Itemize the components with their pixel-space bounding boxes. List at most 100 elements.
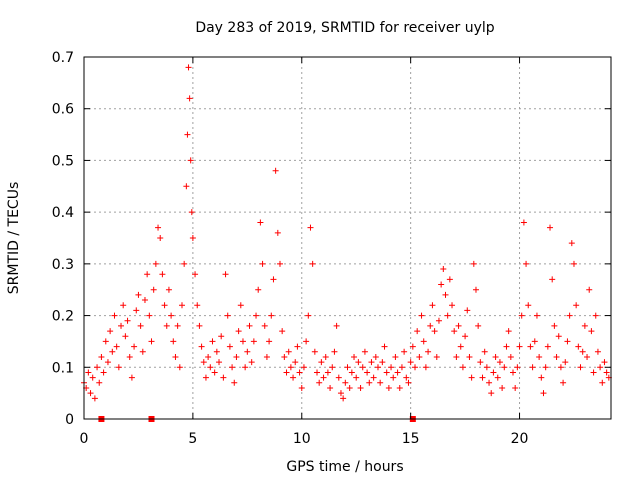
- data-point: [483, 364, 490, 371]
- data-point: [442, 291, 449, 298]
- data-point: [200, 359, 207, 366]
- data-point: [361, 348, 368, 355]
- data-point: [538, 374, 545, 381]
- data-point: [551, 322, 558, 329]
- data-point: [298, 384, 305, 391]
- data-point: [470, 260, 477, 267]
- data-point: [102, 338, 109, 345]
- data-point: [184, 131, 191, 138]
- data-point: [148, 338, 155, 345]
- y-tick-label: 0.4: [52, 205, 74, 221]
- data-point: [159, 271, 166, 278]
- data-point: [562, 359, 569, 366]
- data-point: [586, 286, 593, 293]
- data-point: [557, 364, 564, 371]
- data-point: [126, 353, 133, 360]
- data-point: [525, 302, 532, 309]
- data-point: [211, 369, 218, 376]
- x-tick-label: 20: [511, 431, 529, 447]
- data-point: [250, 338, 257, 345]
- data-point: [202, 374, 209, 381]
- data-point: [451, 328, 458, 335]
- data-point: [207, 364, 214, 371]
- data-point: [457, 343, 464, 350]
- data-point: [357, 384, 364, 391]
- data-point: [165, 286, 172, 293]
- data-point: [588, 328, 595, 335]
- data-point: [303, 338, 310, 345]
- data-point: [466, 353, 473, 360]
- data-point: [91, 395, 98, 402]
- data-point: [440, 266, 447, 273]
- data-point: [597, 364, 604, 371]
- data-point: [340, 395, 347, 402]
- data-point: [407, 359, 414, 366]
- data-point: [409, 343, 416, 350]
- data-point: [383, 369, 390, 376]
- x-tick-label: 15: [402, 431, 420, 447]
- data-point: [213, 348, 220, 355]
- y-tick-label: 0.1: [52, 360, 74, 376]
- data-point: [314, 369, 321, 376]
- data-point: [516, 343, 523, 350]
- data-point: [599, 379, 606, 386]
- data-point: [398, 364, 405, 371]
- y-tick-label: 0: [65, 412, 74, 428]
- data-point: [107, 328, 114, 335]
- data-point: [412, 364, 419, 371]
- data-point: [331, 348, 338, 355]
- data-point: [351, 353, 358, 360]
- data-point: [533, 312, 540, 319]
- data-point: [255, 286, 262, 293]
- data-point: [481, 348, 488, 355]
- data-point: [405, 379, 412, 386]
- data-point: [427, 322, 434, 329]
- data-point: [505, 328, 512, 335]
- data-point: [555, 333, 562, 340]
- chart-title: Day 283 of 2019, SRMTID for receiver uyl…: [195, 20, 494, 36]
- data-point: [542, 364, 549, 371]
- data-point: [342, 379, 349, 386]
- data-point: [209, 338, 216, 345]
- data-point: [124, 317, 131, 324]
- data-point: [296, 369, 303, 376]
- data-point: [163, 322, 170, 329]
- data-point: [490, 369, 497, 376]
- data-point: [172, 353, 179, 360]
- data-point: [220, 374, 227, 381]
- data-point: [309, 260, 316, 267]
- data-point: [492, 353, 499, 360]
- data-point: [385, 384, 392, 391]
- data-point: [257, 219, 264, 226]
- data-point: [422, 364, 429, 371]
- data-point: [270, 276, 277, 283]
- data-point: [531, 338, 538, 345]
- data-point: [122, 333, 129, 340]
- data-point: [229, 364, 236, 371]
- data-point: [390, 374, 397, 381]
- data-point: [170, 338, 177, 345]
- data-point: [244, 348, 251, 355]
- y-tick-label: 0.2: [52, 309, 74, 325]
- data-point: [529, 364, 536, 371]
- data-point: [96, 379, 103, 386]
- data-point: [455, 322, 462, 329]
- y-axis-ticks: 0 0.1 0.2 0.3 0.4 0.5 0.6 0.7: [52, 50, 611, 428]
- data-point: [590, 369, 597, 376]
- x-tick-label: 10: [293, 431, 311, 447]
- data-point: [514, 364, 521, 371]
- data-points: [81, 64, 612, 402]
- data-point: [370, 374, 377, 381]
- data-point: [189, 235, 196, 241]
- data-point: [566, 312, 573, 319]
- data-point: [388, 364, 395, 371]
- data-point: [553, 353, 560, 360]
- data-point: [344, 364, 351, 371]
- data-point: [231, 379, 238, 386]
- data-point: [564, 338, 571, 345]
- data-point: [418, 312, 425, 319]
- data-point: [510, 369, 517, 376]
- data-point: [185, 64, 192, 71]
- data-point: [494, 374, 501, 381]
- data-point: [601, 359, 608, 366]
